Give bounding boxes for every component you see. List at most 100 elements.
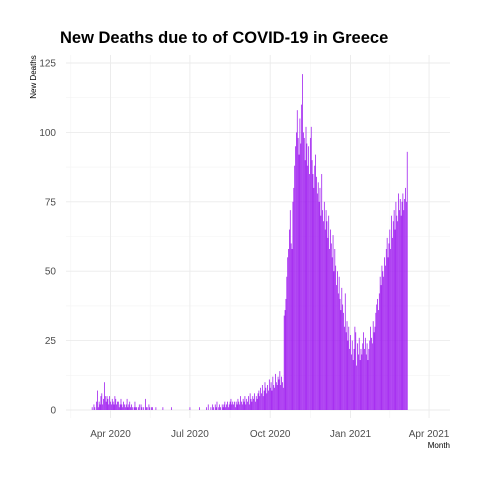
bar xyxy=(325,210,327,410)
bar xyxy=(393,210,395,410)
bar xyxy=(297,137,299,410)
bar xyxy=(257,393,259,410)
bar xyxy=(206,407,207,410)
bar xyxy=(359,360,361,410)
bar xyxy=(399,199,401,410)
bar xyxy=(138,404,140,410)
bar xyxy=(400,215,402,410)
bar xyxy=(289,210,291,410)
bar xyxy=(275,382,277,410)
bar xyxy=(286,276,288,410)
bar xyxy=(282,387,284,410)
bar xyxy=(362,343,364,410)
bar xyxy=(238,401,240,410)
chart-title: New Deaths due to of COVID-19 in Greece xyxy=(60,29,388,47)
bar xyxy=(283,315,285,410)
bar xyxy=(127,407,129,410)
bar xyxy=(98,401,100,410)
bar xyxy=(228,404,230,410)
bar xyxy=(276,385,278,410)
bar xyxy=(394,229,396,410)
bar xyxy=(330,229,331,410)
bar xyxy=(334,248,336,410)
bar xyxy=(388,243,390,410)
bar xyxy=(243,401,245,410)
y-tick-label: 25 xyxy=(45,336,57,347)
bar xyxy=(395,201,397,410)
bar xyxy=(377,298,378,410)
bar xyxy=(381,265,383,410)
bar xyxy=(151,407,152,410)
bar xyxy=(323,221,324,410)
bar xyxy=(294,165,296,410)
bar xyxy=(312,174,314,410)
bar xyxy=(116,404,118,410)
bar xyxy=(317,182,319,410)
bar xyxy=(375,312,377,410)
bar xyxy=(289,229,290,410)
bar xyxy=(390,248,392,410)
bar xyxy=(234,401,235,410)
bar xyxy=(124,404,125,410)
bar xyxy=(385,265,386,410)
bar xyxy=(296,110,298,410)
bar xyxy=(396,215,398,410)
bar xyxy=(236,404,238,410)
bar xyxy=(232,401,234,410)
bar xyxy=(364,337,366,410)
bar xyxy=(224,401,226,410)
bar xyxy=(262,396,264,410)
y-axis-title: New Deaths xyxy=(29,55,38,99)
bar xyxy=(305,126,307,410)
bar xyxy=(323,201,325,410)
bar xyxy=(307,165,309,410)
bar xyxy=(363,332,364,410)
bar xyxy=(361,354,363,410)
bar xyxy=(341,287,343,410)
bar xyxy=(216,401,218,410)
bar xyxy=(290,243,292,410)
bar xyxy=(113,404,115,410)
bar xyxy=(272,376,274,410)
bar xyxy=(398,210,400,410)
bar xyxy=(348,326,350,410)
bar xyxy=(353,348,355,410)
bar xyxy=(371,343,373,410)
bar xyxy=(97,407,99,410)
bar xyxy=(384,257,385,410)
bar xyxy=(318,201,320,410)
bar xyxy=(285,298,287,410)
bar xyxy=(278,379,280,410)
bar xyxy=(405,201,407,410)
bar xyxy=(117,401,119,410)
bar xyxy=(397,221,399,410)
bar xyxy=(99,404,101,410)
bar xyxy=(391,215,392,410)
bar xyxy=(213,407,214,410)
bar xyxy=(229,401,231,410)
bar xyxy=(329,248,330,410)
bar xyxy=(171,407,172,410)
bar xyxy=(112,401,114,410)
bar xyxy=(152,407,153,410)
bar xyxy=(284,310,286,410)
bar xyxy=(279,371,281,410)
bar xyxy=(94,407,96,410)
x-tick-label: Oct 2020 xyxy=(250,429,291,440)
bar xyxy=(101,393,103,410)
bar xyxy=(129,401,131,410)
bar xyxy=(241,404,243,410)
bar xyxy=(207,404,209,410)
bar xyxy=(255,396,257,410)
bar xyxy=(372,321,374,410)
bar xyxy=(247,401,248,410)
bar xyxy=(356,365,358,410)
bar xyxy=(227,407,229,410)
bar xyxy=(273,385,275,410)
bar xyxy=(226,404,227,410)
bar xyxy=(404,199,406,410)
bar xyxy=(288,248,289,410)
bar xyxy=(259,396,261,410)
bar xyxy=(266,393,268,410)
bar xyxy=(222,407,224,410)
